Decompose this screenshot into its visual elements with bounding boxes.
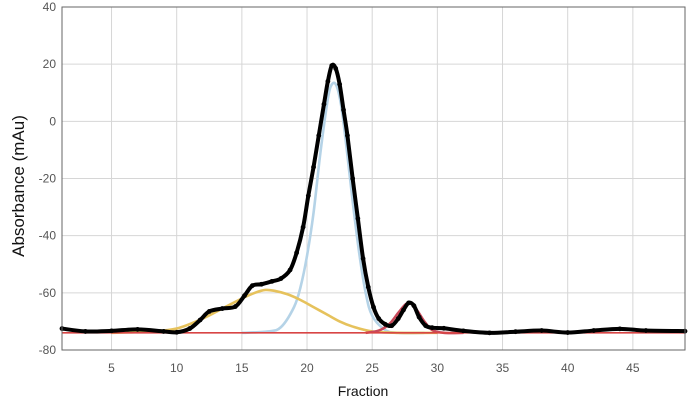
data-point	[197, 317, 203, 323]
y-tick-label: 20	[43, 57, 57, 71]
data-point	[333, 66, 339, 71]
y-tick-label: -40	[39, 229, 57, 243]
y-tick-label: -60	[39, 286, 57, 300]
data-point	[242, 293, 247, 299]
data-point	[513, 329, 518, 335]
y-axis-title: Absorbance (mAu)	[9, 115, 28, 257]
data-point	[341, 107, 346, 113]
x-tick-label: 10	[170, 361, 184, 375]
data-point	[416, 314, 422, 320]
data-point	[565, 330, 571, 335]
x-tick-label: 5	[108, 361, 115, 375]
data-point	[294, 250, 300, 256]
data-point	[300, 224, 306, 230]
data-point	[135, 327, 140, 332]
data-point	[360, 256, 366, 261]
data-point	[389, 323, 395, 329]
data-point	[83, 329, 88, 334]
y-tick-label: 40	[43, 0, 57, 14]
data-point	[441, 325, 447, 331]
data-point	[249, 283, 255, 289]
data-point	[321, 101, 327, 107]
data-point	[325, 78, 331, 84]
data-point	[269, 279, 275, 284]
data-point	[329, 63, 335, 68]
data-point	[591, 328, 597, 333]
data-point	[365, 284, 371, 290]
fit-curve-1	[241, 81, 425, 335]
grid	[62, 6, 685, 351]
data-point	[461, 328, 466, 334]
fit-curves	[111, 81, 464, 335]
x-tick-label: 25	[366, 361, 380, 375]
data-point	[429, 325, 435, 331]
data-point	[617, 326, 623, 332]
data-point	[305, 193, 311, 199]
y-tick-label: -80	[39, 343, 57, 357]
data-point	[337, 81, 343, 87]
x-tick-label: 45	[626, 361, 640, 375]
data-point	[355, 216, 361, 221]
data-point	[232, 304, 238, 309]
plot-frame	[61, 6, 686, 351]
x-tick-label: 40	[561, 361, 575, 375]
y-tick-label: -20	[39, 172, 57, 186]
data-point	[539, 328, 545, 333]
y-tick-label: 0	[49, 114, 56, 128]
data-point	[161, 329, 167, 334]
data-point	[401, 307, 406, 313]
measured-data	[59, 62, 688, 336]
data-point	[411, 303, 417, 309]
data-point	[382, 321, 388, 327]
data-point	[487, 330, 492, 336]
data-point	[174, 329, 180, 335]
data-point	[109, 328, 114, 334]
data-point	[219, 306, 225, 311]
data-point	[206, 309, 212, 314]
data-point	[423, 323, 429, 329]
data-point	[643, 328, 649, 333]
data-point	[187, 326, 193, 331]
data-point	[311, 164, 316, 170]
y-axis-ticks: -80 -60 -40 -20 0 20 40	[39, 0, 57, 357]
x-tick-label: 35	[496, 361, 510, 375]
x-axis-ticks: 5 10 15 20 25 30 35 40 45	[108, 361, 640, 375]
data-point	[376, 316, 382, 321]
data-point	[316, 133, 322, 139]
data-point	[278, 276, 284, 281]
data-point	[287, 267, 293, 273]
data-point	[406, 300, 412, 306]
x-tick-label: 15	[235, 361, 249, 375]
data-point	[259, 281, 264, 287]
data-point	[350, 176, 356, 181]
data-point	[371, 304, 376, 310]
data-point	[345, 133, 350, 139]
x-tick-label: 20	[300, 361, 314, 375]
data-point	[395, 316, 401, 321]
x-axis-title: Fraction	[338, 383, 389, 399]
x-tick-label: 30	[431, 361, 445, 375]
